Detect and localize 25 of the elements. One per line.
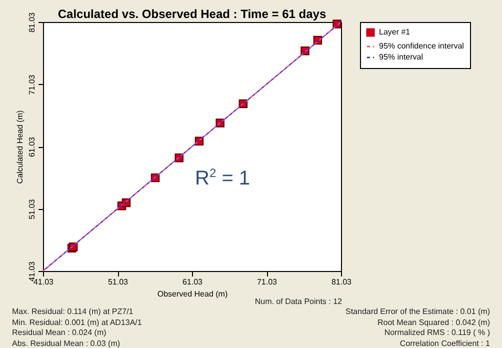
text: Num. of Data Points : 12	[254, 297, 342, 308]
legend-label: 95% interval	[379, 52, 424, 62]
legend-label: Layer #1	[379, 28, 411, 36]
x-tick-label: 41.03	[33, 278, 54, 286]
text: Correlation Coefficient : 1	[400, 338, 490, 348]
x-tick-label: 51.03	[108, 278, 129, 286]
x-tick-label: 71.03	[256, 278, 278, 286]
text: Min. Residual: 0.001 (m) at AD13A/1	[12, 318, 142, 326]
text: Residual Mean : 0.024 (m)	[12, 328, 106, 337]
x-axis-title: Observed Head (m)	[157, 290, 228, 298]
text: Root Mean Squared : 0.042 (m)	[377, 318, 490, 326]
text: Standard Error of the Estimate : 0.01 (m)	[345, 307, 490, 316]
x-tick-label: 81.03	[331, 278, 352, 286]
legend-label: 95% confidence interval	[379, 42, 464, 50]
text: Abs. Residual Mean : 0.03 (m)	[12, 338, 120, 348]
y-tick-label: 61.03	[28, 136, 36, 158]
y-axis-title: Calculated Head (m)	[16, 110, 24, 184]
text: Normalized RMS : 0.119 ( % )	[384, 328, 490, 337]
y-tick-label: 81.03	[28, 12, 36, 33]
text: Max. Residual: 0.114 (m) at PZ7/1	[12, 307, 134, 316]
chart-title: Calculated vs. Observed Head : Time = 61 days	[58, 6, 326, 21]
x-tick-label: 61.03	[182, 278, 204, 286]
y-tick-label: 71.03	[28, 74, 36, 95]
y-tick-label: 51.03	[28, 198, 36, 220]
annotation: R$^{2}$ = 1	[195, 166, 250, 191]
